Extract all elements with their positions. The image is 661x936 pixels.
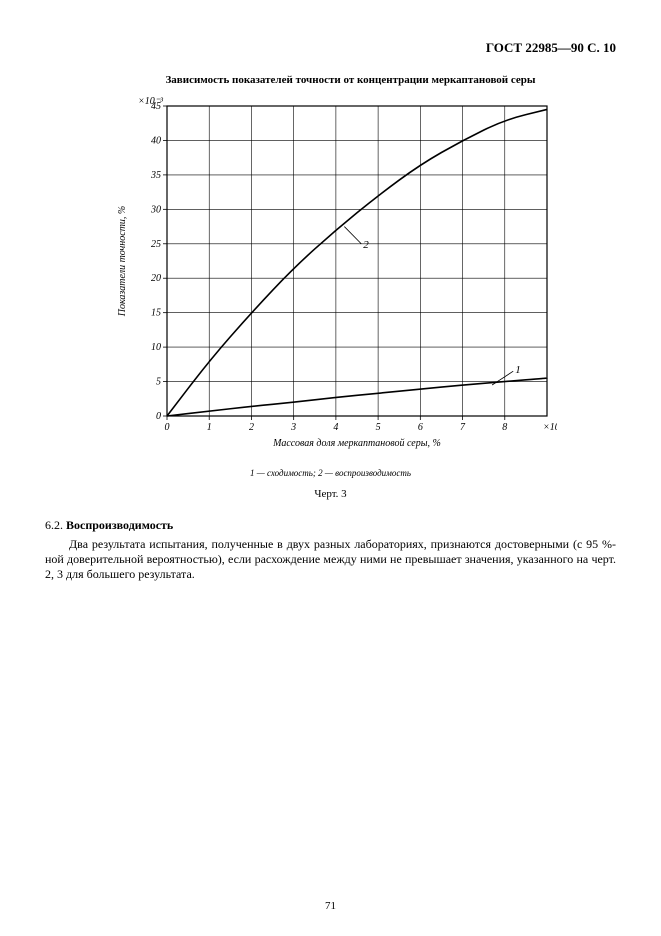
svg-text:Массовая доля меркаптановой се: Массовая доля меркаптановой серы, % — [272, 438, 441, 449]
svg-text:10: 10 — [151, 342, 161, 353]
page-header: ГОСТ 22985—90 С. 10 — [45, 40, 616, 56]
section-heading: 6.2. Воспроизводимость — [45, 518, 616, 533]
svg-text:0: 0 — [164, 422, 169, 433]
svg-text:20: 20 — [151, 273, 161, 284]
svg-text:5: 5 — [375, 422, 380, 433]
svg-text:×10⁻²: ×10⁻² — [543, 422, 557, 433]
svg-text:35: 35 — [150, 170, 161, 181]
svg-text:7: 7 — [460, 422, 466, 433]
figure-label: Черт. 3 — [45, 488, 616, 500]
svg-text:15: 15 — [151, 308, 161, 319]
svg-text:0: 0 — [156, 411, 161, 422]
body-paragraph: Два результата испытания, полученные в д… — [45, 537, 616, 582]
svg-text:×10⁻³: ×10⁻³ — [137, 96, 163, 107]
svg-text:1: 1 — [515, 364, 521, 376]
svg-text:40: 40 — [151, 135, 161, 146]
svg-text:1: 1 — [206, 422, 211, 433]
svg-text:Показатели точности, %: Показатели точности, % — [117, 206, 128, 318]
svg-text:4: 4 — [333, 422, 338, 433]
svg-text:6: 6 — [417, 422, 422, 433]
section-title: Воспроизводимость — [66, 518, 173, 532]
chart-container: 051015202530354045×10⁻³012345678×10⁻²Мас… — [45, 92, 616, 460]
chart-legend: 1 — сходимость; 2 — воспроизводимость — [45, 468, 616, 478]
svg-text:2: 2 — [248, 422, 253, 433]
svg-text:25: 25 — [151, 239, 161, 250]
precision-chart: 051015202530354045×10⁻³012345678×10⁻²Мас… — [105, 92, 557, 460]
page-number: 71 — [0, 900, 661, 912]
svg-text:30: 30 — [150, 204, 161, 215]
svg-text:5: 5 — [156, 377, 161, 388]
svg-text:2: 2 — [363, 239, 369, 251]
svg-text:3: 3 — [290, 422, 296, 433]
chart-title: Зависимость показателей точности от конц… — [45, 74, 616, 86]
svg-text:8: 8 — [502, 422, 507, 433]
section-number: 6.2. — [45, 518, 63, 532]
